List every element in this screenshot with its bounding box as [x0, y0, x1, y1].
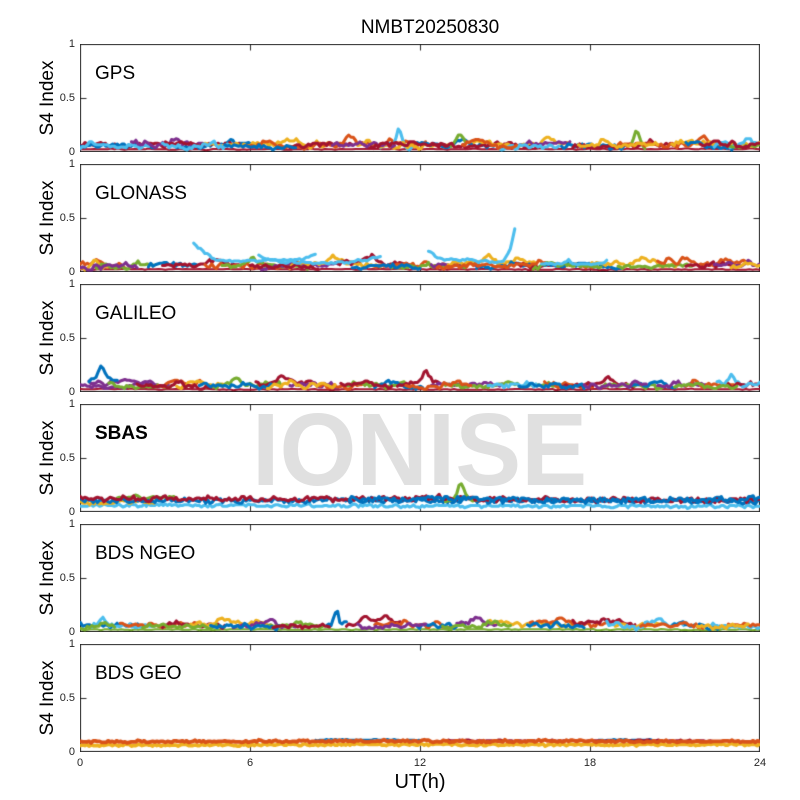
x-axis-label: UT(h) [394, 771, 446, 793]
panel-glonass-ytick-1: 1 [68, 157, 75, 170]
panel-bds-ngeo-ytick-1: 1 [68, 517, 75, 530]
panel-bds-geo-yaxis-label: S4 Index [37, 660, 58, 736]
panel-sbas-label: SBAS [95, 423, 148, 444]
panel-gps-yaxis-label: S4 Index [37, 60, 58, 136]
panel-glonass-plot [80, 164, 760, 272]
panel-glonass-label: GLONASS [95, 183, 187, 204]
panel-glonass: GLONASS [80, 164, 760, 272]
panel-sbas-ytick-1: 1 [68, 397, 75, 410]
panel-galileo-plot [80, 284, 760, 392]
panel-galileo-ytick-0_5: 0.5 [59, 331, 75, 344]
chart-title: NMBT20250830 [360, 17, 500, 38]
panel-glonass-ytick-0: 0 [68, 265, 75, 278]
xtick-6: 6 [246, 757, 254, 769]
xtick-12: 12 [413, 757, 427, 769]
panel-sbas: SBAS [80, 404, 760, 512]
panel-sbas-yaxis-label: S4 Index [37, 420, 58, 496]
panel-sbas-ytick-0_5: 0.5 [59, 451, 75, 464]
panel-galileo-yaxis-label: S4 Index [37, 300, 58, 376]
panel-bds-geo-ytick-0_5: 0.5 [59, 691, 75, 704]
panel-bds-geo-ytick-0: 0 [68, 745, 75, 758]
xtick-0: 0 [76, 757, 84, 769]
panel-glonass-yaxis-label: S4 Index [37, 180, 58, 256]
panel-bds-geo: BDS GEO [80, 644, 760, 752]
panel-sbas-plot [80, 404, 760, 512]
panel-gps: GPS [80, 44, 760, 152]
panel-bds-ngeo-label: BDS NGEO [95, 543, 196, 564]
panel-galileo-label: GALILEO [95, 303, 177, 324]
panel-glonass-ytick-0_5: 0.5 [59, 211, 75, 224]
xtick-18: 18 [583, 757, 597, 769]
panel-bds-ngeo-ytick-0_5: 0.5 [59, 571, 75, 584]
panel-gps-ytick-0_5: 0.5 [59, 91, 75, 104]
panel-bds-ngeo-plot [80, 524, 760, 632]
panel-galileo-ytick-0: 0 [68, 385, 75, 398]
panel-sbas-ytick-0: 0 [68, 505, 75, 518]
panel-gps-plot [80, 44, 760, 152]
panel-bds-ngeo-yaxis-label: S4 Index [37, 540, 58, 616]
panel-bds-ngeo: BDS NGEO [80, 524, 760, 632]
panel-bds-geo-label: BDS GEO [95, 663, 182, 684]
panel-galileo-ytick-1: 1 [68, 277, 75, 290]
panel-gps-label: GPS [95, 63, 136, 84]
panel-gps-ytick-0: 0 [68, 145, 75, 158]
panel-galileo: GALILEO [80, 284, 760, 392]
xtick-24: 24 [753, 757, 767, 769]
panel-bds-geo-ytick-1: 1 [68, 637, 75, 650]
panel-bds-geo-plot [80, 644, 760, 752]
panel-gps-ytick-1: 1 [68, 37, 75, 50]
panel-bds-ngeo-ytick-0: 0 [68, 625, 75, 638]
